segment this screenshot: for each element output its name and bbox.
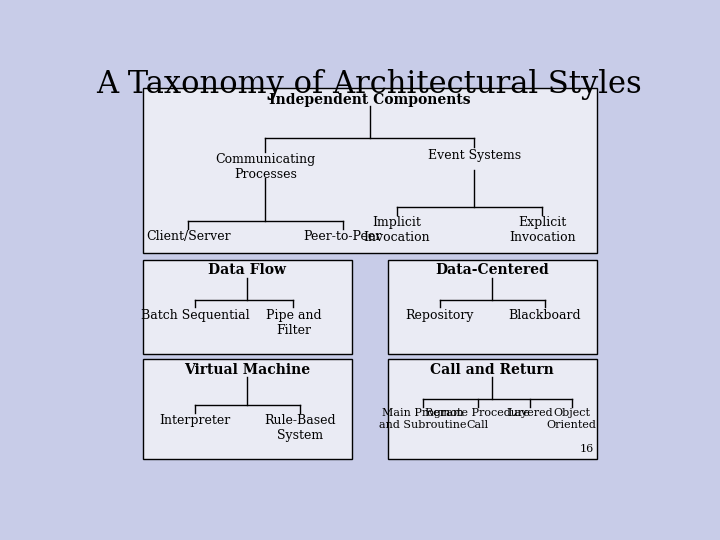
Text: Independent Components: Independent Components <box>269 93 471 107</box>
Text: Remote Procedure
Call: Remote Procedure Call <box>425 408 530 430</box>
Text: Main Program
and Subroutine: Main Program and Subroutine <box>379 408 467 430</box>
Text: Client/Server: Client/Server <box>146 231 230 244</box>
FancyBboxPatch shape <box>143 88 597 253</box>
FancyBboxPatch shape <box>143 260 352 354</box>
Text: Explicit
Invocation: Explicit Invocation <box>509 217 576 245</box>
FancyBboxPatch shape <box>387 260 597 354</box>
Text: Implicit
Invocation: Implicit Invocation <box>364 217 431 245</box>
Text: Virtual Machine: Virtual Machine <box>184 363 310 377</box>
FancyBboxPatch shape <box>387 359 597 459</box>
Text: Data Flow: Data Flow <box>208 264 287 278</box>
FancyBboxPatch shape <box>143 359 352 459</box>
Text: Event Systems: Event Systems <box>428 148 521 162</box>
Text: Batch Sequential: Batch Sequential <box>140 309 249 322</box>
Text: Data-Centered: Data-Centered <box>436 264 549 278</box>
Text: Interpreter: Interpreter <box>159 414 230 427</box>
Text: A Taxonomy of Architectural Styles: A Taxonomy of Architectural Styles <box>96 69 642 100</box>
Text: Repository: Repository <box>405 309 474 322</box>
Text: 16: 16 <box>580 444 594 455</box>
Text: Communicating
Processes: Communicating Processes <box>215 153 315 181</box>
Text: Object
Oriented: Object Oriented <box>546 408 597 430</box>
Text: Peer-to-Peer: Peer-to-Peer <box>303 231 382 244</box>
Text: Layered: Layered <box>507 408 553 418</box>
Text: Blackboard: Blackboard <box>508 309 581 322</box>
Text: Pipe and
Filter: Pipe and Filter <box>266 309 321 337</box>
Text: Rule-Based
System: Rule-Based System <box>264 414 336 442</box>
Text: Call and Return: Call and Return <box>431 363 554 377</box>
